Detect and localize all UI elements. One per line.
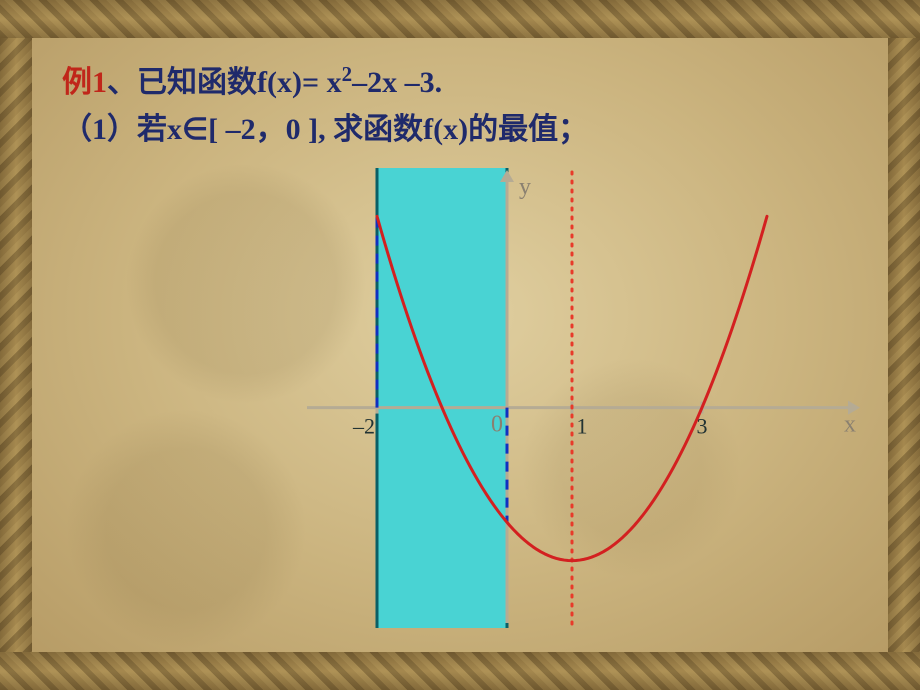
heading-line-1: 例1、已知函数f(x)= x2–2x –3.	[62, 58, 868, 107]
svg-text:–2: –2	[352, 414, 375, 439]
decorative-border-bottom	[0, 652, 920, 690]
slide: 例1、已知函数f(x)= x2–2x –3. （1）若x∈[ –2，0 ], 求…	[0, 0, 920, 690]
decorative-border-left	[0, 38, 32, 652]
function-chart: yx0–213	[302, 168, 862, 628]
heading-separator: 、	[107, 66, 137, 99]
heading-exponent: 2	[342, 62, 353, 86]
heading-text-1a: 已知函数f(x)= x	[137, 66, 342, 99]
slide-content: 例1、已知函数f(x)= x2–2x –3. （1）若x∈[ –2，0 ], 求…	[32, 38, 888, 652]
decorative-border-right	[888, 38, 920, 652]
svg-text:x: x	[844, 412, 856, 438]
decorative-border-top	[0, 0, 920, 38]
svg-text:1: 1	[577, 414, 588, 439]
example-label: 例1	[62, 66, 107, 99]
svg-text:y: y	[519, 174, 531, 200]
heading-line-2: （1）若x∈[ –2，0 ], 求函数f(x)的最值；	[62, 107, 868, 154]
chart-svg: yx0–213	[302, 168, 862, 628]
heading-text-1b: –2x –3.	[352, 66, 442, 99]
problem-heading: 例1、已知函数f(x)= x2–2x –3. （1）若x∈[ –2，0 ], 求…	[62, 58, 868, 153]
svg-text:0: 0	[491, 412, 503, 438]
